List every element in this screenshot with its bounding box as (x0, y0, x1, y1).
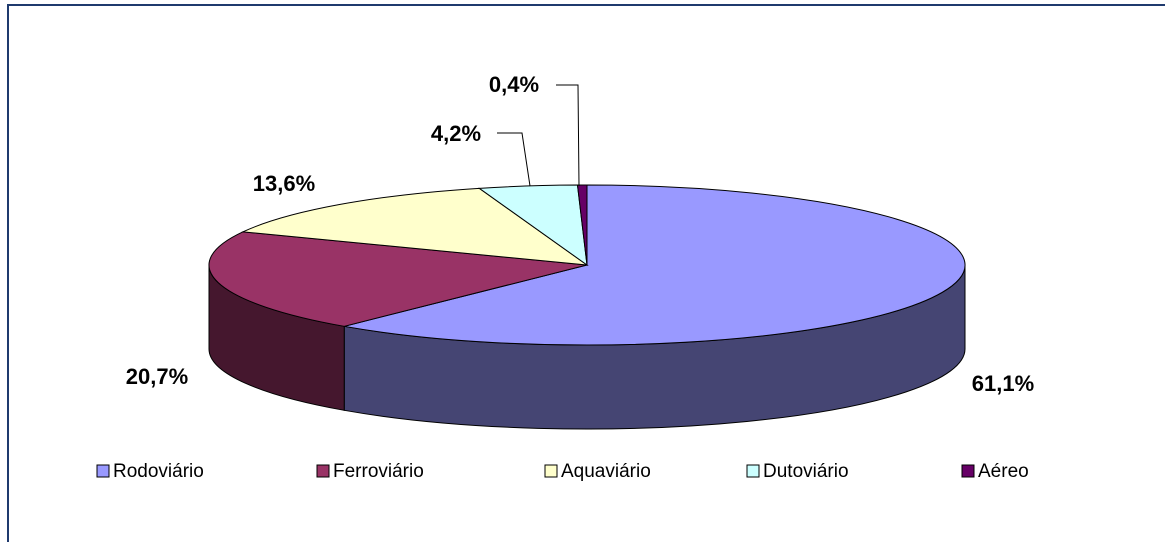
value-label: 20,7% (126, 364, 188, 389)
value-label: 13,6% (253, 171, 315, 196)
legend-swatch (544, 464, 558, 478)
pie-slice (208, 231, 588, 327)
pie-slice (241, 187, 589, 266)
legend-label: Aquaviário (561, 461, 651, 482)
value-label: 61,1% (972, 371, 1034, 396)
leader-line (556, 84, 580, 187)
leader-line (497, 132, 531, 187)
pie-slice (344, 184, 966, 346)
legend-label: Ferroviário (333, 461, 424, 482)
legend-label: Dutoviário (763, 461, 849, 482)
legend-swatch (961, 464, 975, 478)
legend-label: Aéreo (978, 461, 1029, 482)
legend-swatch (316, 464, 330, 478)
legend-label: Rodoviário (113, 461, 204, 482)
pie-slice (576, 184, 588, 266)
legend-swatch (96, 464, 110, 478)
value-label: 4,2% (431, 121, 481, 146)
value-label: 0,4% (489, 72, 539, 97)
legend-swatch (746, 464, 760, 478)
